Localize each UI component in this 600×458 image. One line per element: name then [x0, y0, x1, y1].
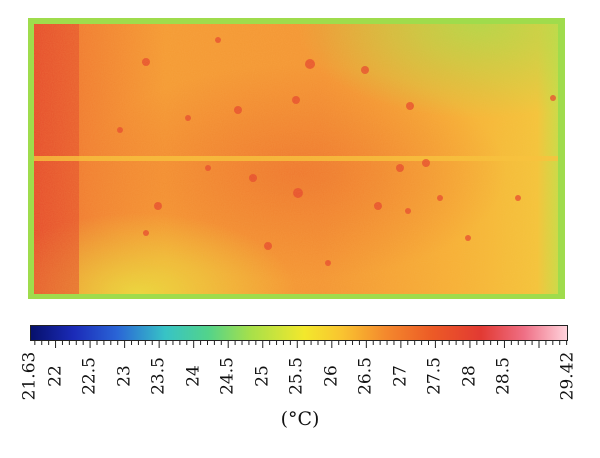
thermal-image — [28, 18, 565, 299]
colorbar-tick-label: 29.42 — [557, 351, 578, 401]
colorbar-tick-label: 21.63 — [19, 351, 40, 401]
colorbar-tick-label: 28.5 — [493, 357, 514, 395]
colorbar-tick-label: 25.5 — [286, 357, 307, 395]
colorbar-tick-label: 28 — [459, 365, 480, 387]
colorbar-tick-label: 24.5 — [217, 357, 238, 395]
colorbar-tick-label: 23.5 — [148, 357, 169, 395]
unit-label: (°C) — [280, 408, 320, 430]
colorbar-tick-label: 27 — [390, 365, 411, 387]
colorbar-tick-label: 22.5 — [79, 357, 100, 395]
colorbar-tick-label: 26.5 — [355, 357, 376, 395]
colorbar-tick-label: 24 — [183, 365, 204, 387]
colorbar-tick-label: 27.5 — [424, 357, 445, 395]
colorbar-tick-label: 22 — [45, 365, 66, 387]
colorbar — [30, 325, 568, 341]
colorbar-tick-label: 26 — [321, 365, 342, 387]
colorbar-ticks — [30, 341, 568, 349]
colorbar-tick-label: 25 — [252, 365, 273, 387]
colorbar-tick-label: 23 — [114, 365, 135, 387]
